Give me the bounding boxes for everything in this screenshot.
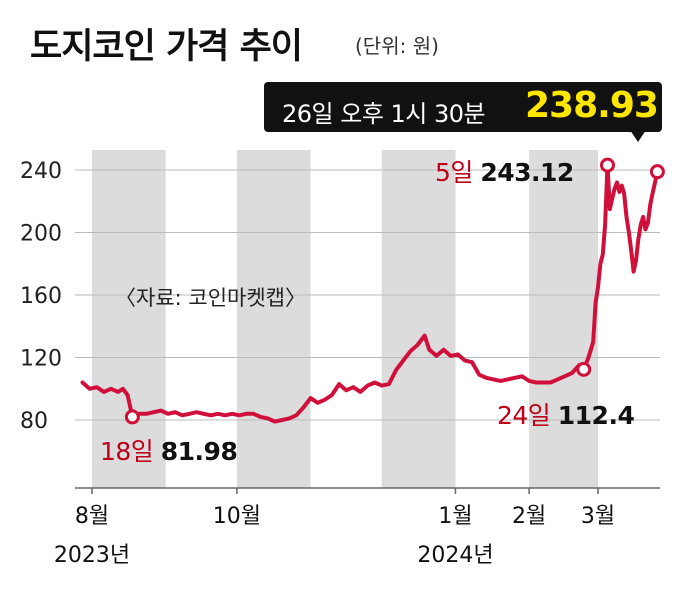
annotation-low: 18일 81.98: [100, 432, 238, 468]
annotation-feb24: 24일 112.4: [497, 396, 635, 432]
price-line-0: [80, 163, 660, 424]
annotation-peak-day: 5일: [435, 158, 473, 187]
latest-price-callout: [264, 82, 662, 132]
y-tick-label-160: 160: [20, 284, 62, 309]
annotation-low-value: 81.98: [160, 437, 238, 466]
chart-title: 도지코인 가격 추이: [30, 27, 303, 67]
x-tick-label-3: 2월: [512, 504, 546, 529]
month-band-1: [236, 150, 311, 488]
highlight-marker-2: [600, 157, 616, 173]
x-tick-label-1: 10월: [213, 504, 261, 529]
annotation-feb24-value: 112.4: [557, 401, 635, 430]
annotation-feb24-day: 24일: [497, 401, 551, 430]
year-label-0: 2023년: [54, 543, 130, 568]
highlight-marker-0: [124, 409, 140, 425]
annotation-peak: 5일 243.12: [435, 153, 574, 189]
highlight-marker-3: [649, 164, 665, 180]
x-tick-label-2: 1월: [438, 504, 472, 529]
callout-label: 26일 오후 1시 30분: [282, 100, 486, 128]
month-band-3: [529, 150, 598, 488]
x-tick-label-4: 3월: [581, 504, 615, 529]
month-band-2: [381, 150, 456, 488]
y-tick-label-200: 200: [20, 222, 62, 247]
annotation-peak-value: 243.12: [480, 158, 574, 187]
year-label-1: 2024년: [417, 543, 493, 568]
y-tick-label-80: 80: [20, 409, 48, 434]
y-tick-label-120: 120: [20, 347, 62, 372]
callout-value: 238.93: [525, 85, 659, 126]
annotation-low-day: 18일: [100, 437, 154, 466]
unit-label: (단위: 원): [355, 34, 439, 58]
source-note: 〈자료: 코인마켓캡〉: [115, 286, 306, 310]
x-tick-label-0: 8월: [75, 504, 109, 529]
highlight-marker-1: [576, 361, 592, 377]
month-band-0: [92, 150, 166, 488]
callout-pointer: [630, 130, 646, 142]
y-tick-label-240: 240: [20, 159, 62, 184]
